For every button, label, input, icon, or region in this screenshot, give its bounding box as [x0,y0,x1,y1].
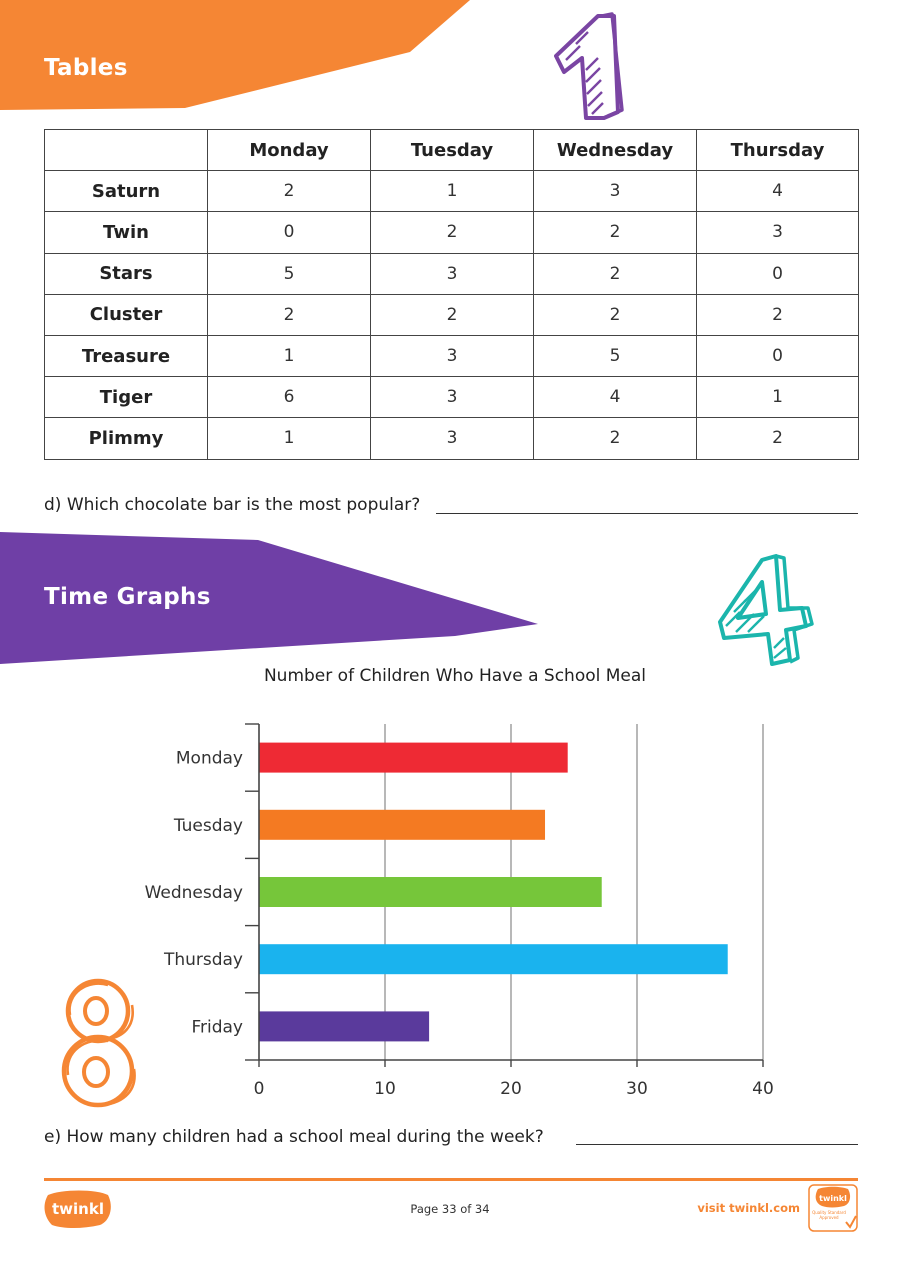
page-number: Page 33 of 34 [410,1202,490,1216]
category-label: Tuesday [173,816,243,836]
table-header-row: Monday Tuesday Wednesday Thursday [44,128,859,172]
visit-link[interactable]: visit twinkl.com [697,1201,800,1215]
table-corner-cell [44,128,208,172]
x-tick-label: 0 [254,1079,265,1099]
row-header: Twin [44,211,208,254]
table-row: Cluster 2 2 2 2 [44,293,859,336]
category-label: Wednesday [145,883,243,903]
table-cell: 2 [696,293,859,336]
table-cell: 0 [696,334,859,378]
bar-tuesday [259,809,546,840]
table-cell: 2 [207,293,371,336]
table-cell: 3 [696,211,859,254]
x-tick-label: 30 [626,1079,648,1099]
time-graphs-banner [0,532,538,664]
row-header: Plimmy [44,417,208,460]
table-cell: 3 [533,170,697,213]
column-header: Monday [207,128,371,172]
table-cell: 2 [696,417,859,460]
row-header: Stars [44,252,208,295]
table-cell: 3 [370,376,534,419]
table-row: Twin 0 2 2 3 [44,211,859,254]
table-cell: 3 [370,417,534,460]
number-eight-icon [61,978,136,1108]
school-meal-chart: 0 10 20 30 40 Monday Tuesday Wednesday Thursday F… [145,723,774,1099]
row-header: Treasure [44,334,208,378]
quality-badge: twinkl Quality Standard Approved [808,1184,858,1232]
number-four-icon [718,554,814,666]
table-row: Stars 5 3 2 0 [44,252,859,295]
column-header: Wednesday [533,128,697,172]
answer-line-e[interactable] [576,1144,858,1145]
table-cell: 2 [533,293,697,336]
number-one-icon [554,12,624,120]
row-header: Cluster [44,293,208,336]
chocolate-sales-table: Monday Tuesday Wednesday Thursday Saturn… [44,128,859,460]
table-row: Tiger 6 3 4 1 [44,376,859,419]
bar-monday [259,742,568,773]
table-cell: 3 [370,334,534,378]
table-cell: 1 [370,170,534,213]
badge-brand: twinkl [819,1194,847,1203]
table-cell: 2 [207,170,371,213]
tables-section-title: Tables [44,55,128,81]
table-cell: 5 [207,252,371,295]
table-row: Saturn 2 1 3 4 [44,170,859,213]
table-cell: 2 [533,252,697,295]
table-cell: 0 [696,252,859,295]
column-header: Thursday [696,128,859,172]
table-cell: 1 [207,334,371,378]
table-cell: 1 [207,417,371,460]
x-tick-label: 20 [500,1079,522,1099]
table-cell: 6 [207,376,371,419]
column-header: Tuesday [370,128,534,172]
tables-banner [0,0,470,110]
table-cell: 2 [533,417,697,460]
table-cell: 2 [370,293,534,336]
table-cell: 2 [370,211,534,254]
x-tick-label: 40 [752,1079,774,1099]
table-cell: 0 [207,211,371,254]
table-cell: 5 [533,334,697,378]
table-row: Treasure 1 3 5 0 [44,334,859,378]
table-cell: 1 [696,376,859,419]
answer-line-d[interactable] [436,513,858,514]
chart-title: Number of Children Who Have a School Mea… [263,666,647,686]
row-header: Tiger [44,376,208,419]
table-cell: 4 [533,376,697,419]
bar-wednesday [259,877,602,907]
badge-text: Quality Standard Approved [812,1210,846,1220]
question-e: e) How many children had a school meal d… [44,1127,544,1147]
category-label: Friday [191,1017,243,1037]
logo-text: twinkl [52,1200,104,1218]
x-tick-label: 10 [374,1079,396,1099]
footer-divider [44,1178,858,1181]
category-label: Monday [176,749,243,769]
bar-friday [259,1011,430,1042]
question-d: d) Which chocolate bar is the most popul… [44,495,421,515]
table-row: Plimmy 1 3 2 2 [44,417,859,460]
table-cell: 2 [533,211,697,254]
row-header: Saturn [44,170,208,213]
category-label: Thursday [163,950,243,970]
twinkl-logo[interactable]: twinkl [42,1187,114,1229]
table-cell: 3 [370,252,534,295]
table-cell: 4 [696,170,859,213]
bar-thursday [259,944,728,975]
time-graphs-section-title: Time Graphs [44,584,211,610]
